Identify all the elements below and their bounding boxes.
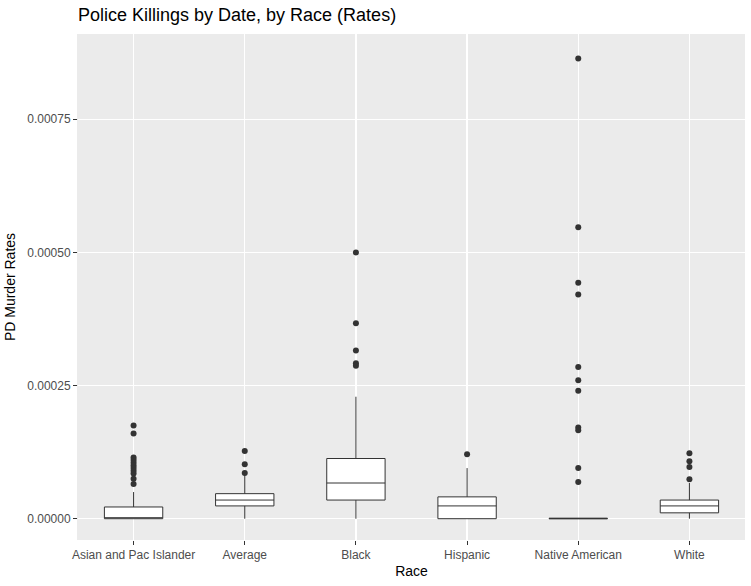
svg-text:Native American: Native American	[535, 548, 622, 562]
svg-text:0.00025: 0.00025	[27, 379, 71, 393]
svg-text:0.00075: 0.00075	[27, 112, 71, 126]
svg-text:PD Murder Rates: PD Murder Rates	[2, 233, 18, 341]
svg-text:White: White	[674, 548, 705, 562]
svg-text:Hispanic: Hispanic	[444, 548, 490, 562]
svg-text:Black: Black	[341, 548, 371, 562]
svg-text:Asian and Pac Islander: Asian and Pac Islander	[72, 548, 195, 562]
svg-text:Race: Race	[395, 563, 428, 579]
svg-text:Average: Average	[223, 548, 268, 562]
svg-text:Police Killings by Date, by Ra: Police Killings by Date, by Race (Rates)	[78, 5, 396, 25]
svg-text:0.00000: 0.00000	[27, 512, 71, 526]
svg-text:0.00050: 0.00050	[27, 246, 71, 260]
